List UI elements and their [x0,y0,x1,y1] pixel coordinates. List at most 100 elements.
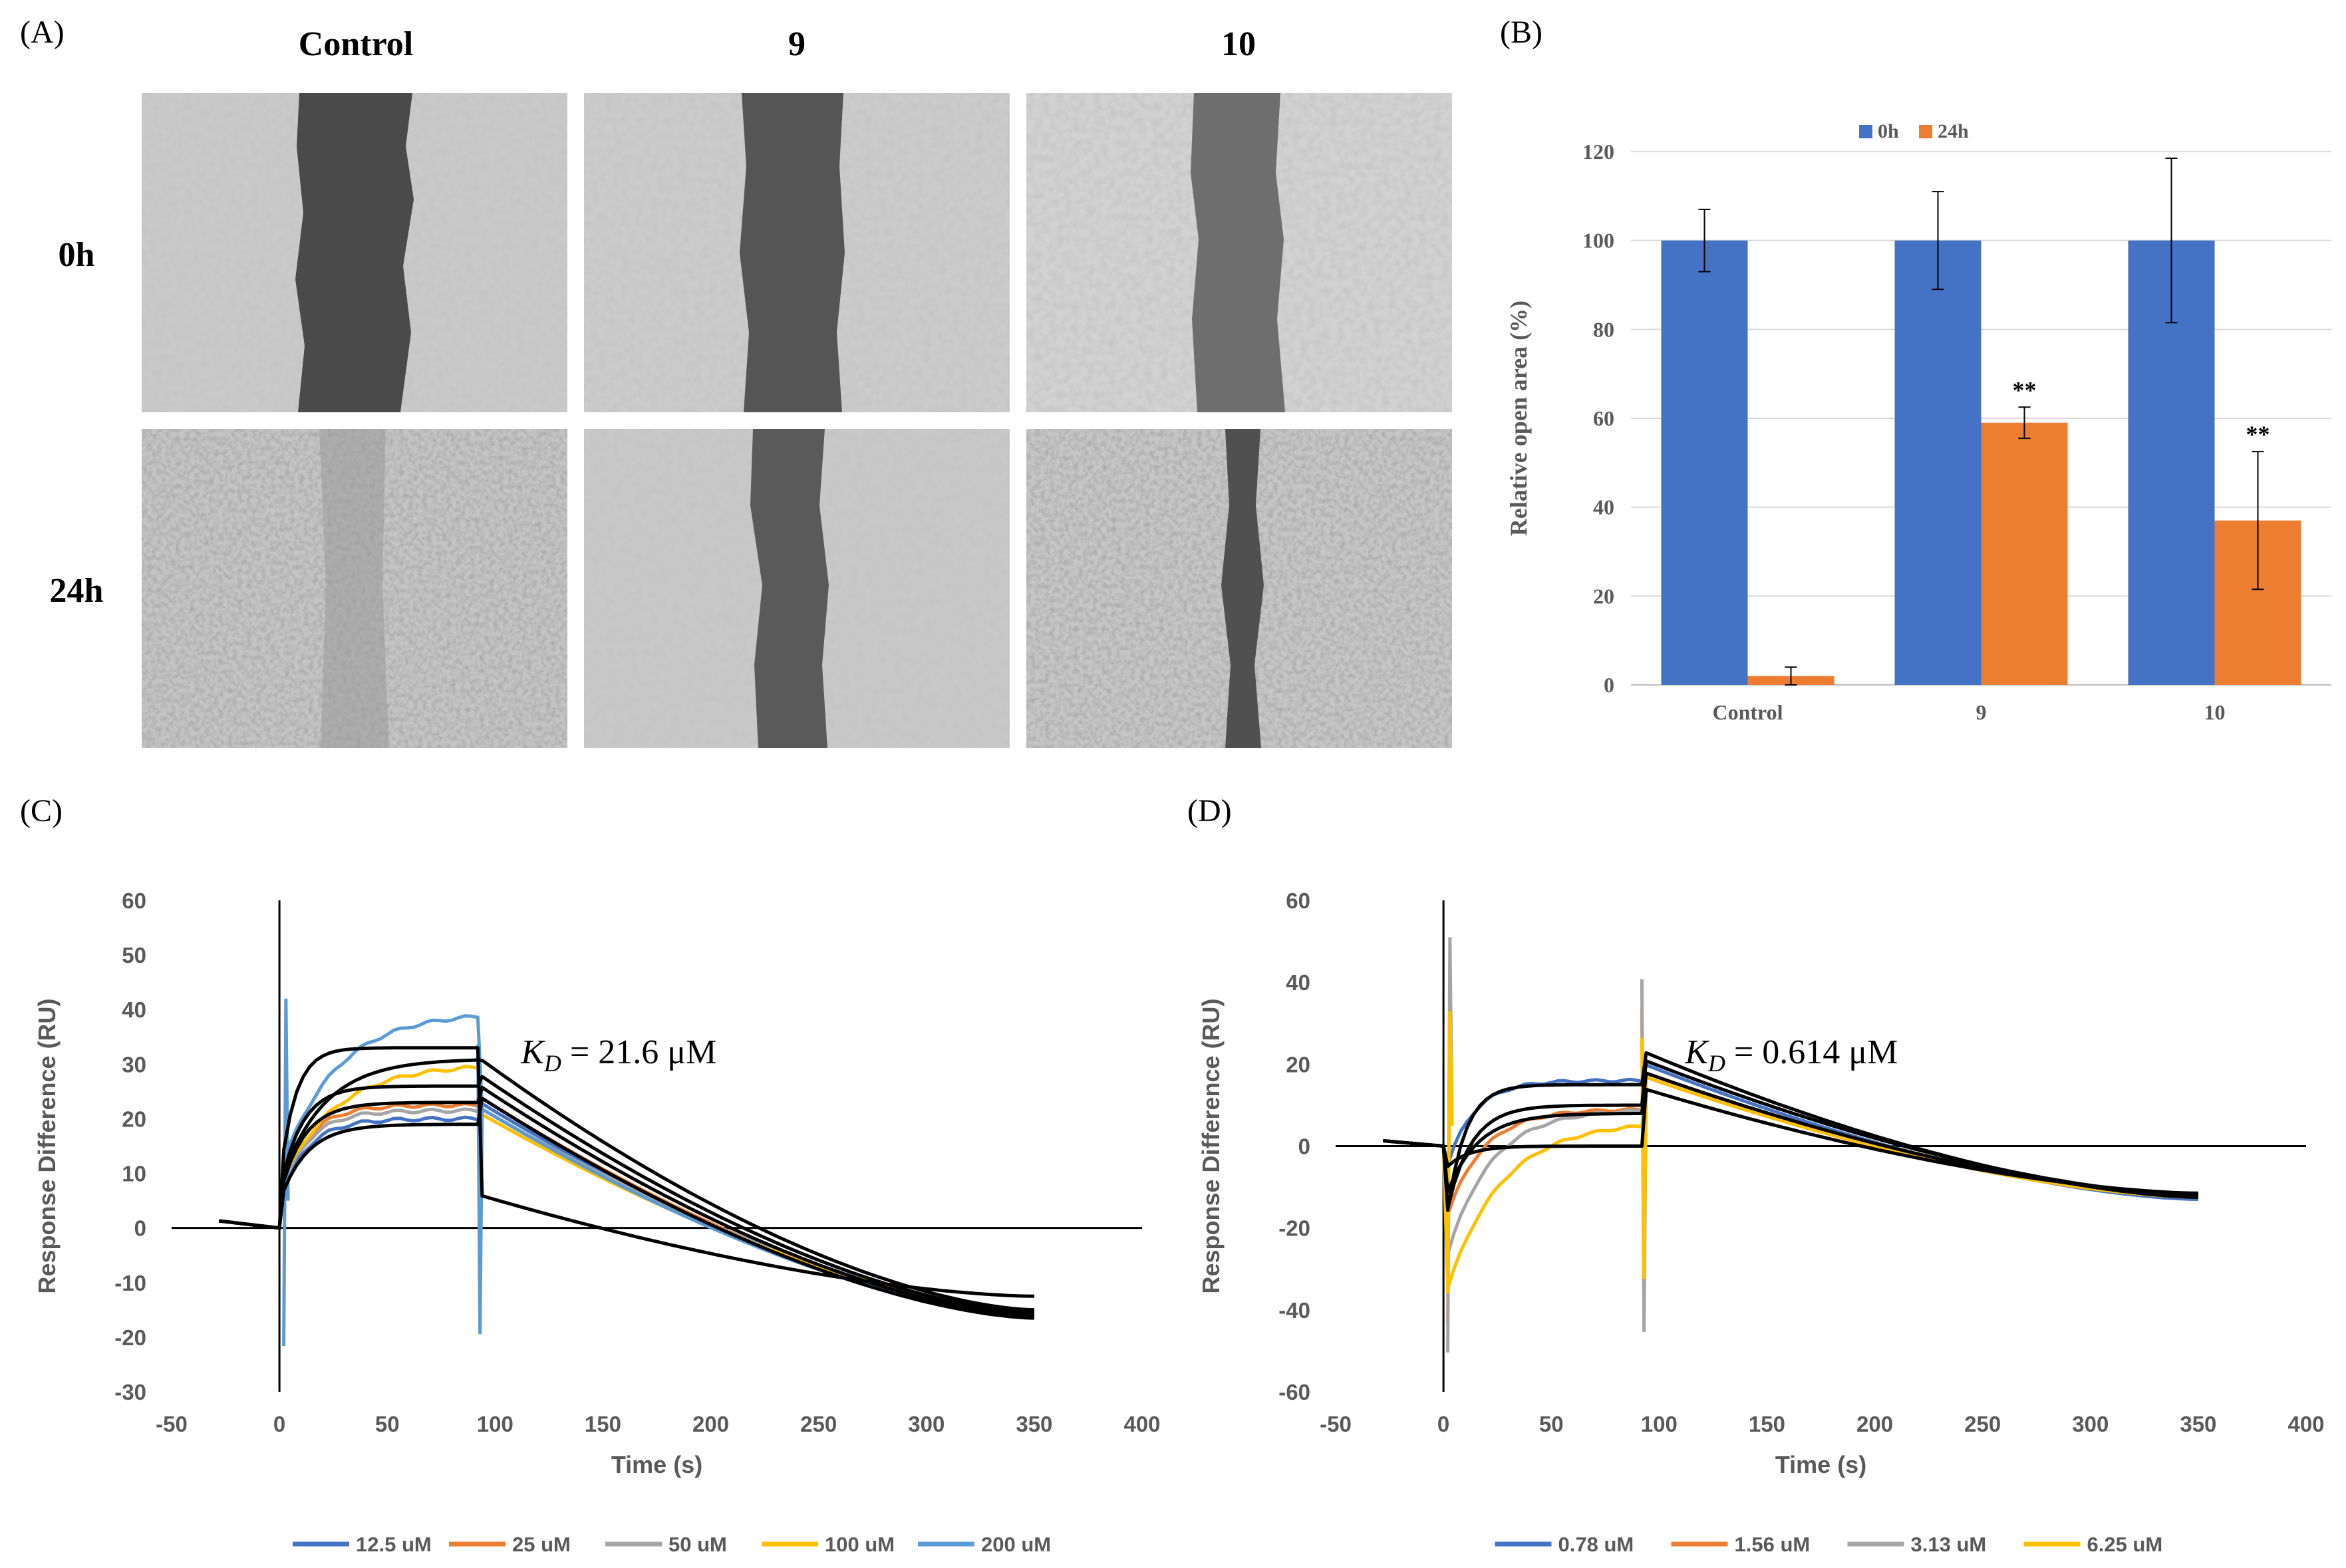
y-tick-label: 0 [1298,1134,1310,1159]
x-tick-label: 50 [1539,1412,1564,1436]
y-tick-label: 60 [122,888,146,913]
x-tick-label: 250 [800,1412,837,1436]
x-tick-label: Control [1712,700,1783,724]
panel-label-b: (B) [1500,15,1542,50]
fit-curve [219,1046,1034,1298]
legend-label: 12.5 uM [356,1533,432,1556]
x-tick-label: 300 [908,1412,945,1436]
x-axis-label: Time (s) [1775,1451,1866,1478]
bar-0h-9 [1894,240,1981,686]
x-tick-label: 250 [1964,1412,2001,1436]
bar-24h-9 [1981,422,2068,685]
y-tick-label: 60 [1593,406,1614,430]
legend-label: 25 uM [512,1533,571,1556]
legend-label: 100 uM [825,1533,895,1556]
legend-label: 0.78 uM [1558,1533,1634,1556]
y-tick-label: 40 [122,997,146,1022]
x-tick-label: 50 [375,1412,400,1436]
y-tick-label: 40 [1593,495,1614,519]
micrograph-9-0h [584,93,1010,412]
legend-label: 200 uM [981,1533,1051,1556]
legend-swatch-24h [1919,125,1932,138]
legend-swatch-0h [1859,125,1872,138]
y-tick-label: 20 [1593,584,1614,608]
x-tick-label: -50 [1320,1412,1352,1436]
x-tick-label: 100 [477,1412,513,1436]
y-tick-label: -20 [114,1325,146,1350]
y-tick-label: 40 [1286,970,1310,995]
y-tick-label: 100 [1582,229,1614,253]
x-tick-label: 350 [1016,1412,1052,1436]
y-tick-label: 10 [122,1162,146,1186]
fit-curve [219,1058,1034,1312]
legend-label-24h: 24h [1938,120,1969,142]
legend-label: 1.56 uM [1735,1533,1811,1556]
micrograph-9-24h [584,429,1010,748]
series-line-12.5uM [219,1102,1034,1315]
x-tick-label: 10 [2204,700,2226,724]
fit-curve [219,1085,1034,1317]
y-tick-label: -40 [1278,1298,1310,1323]
y-tick-label: 120 [1582,140,1614,164]
y-tick-label: 0 [134,1216,146,1241]
x-tick-label: 0 [1437,1412,1449,1436]
x-tick-label: 300 [2072,1412,2109,1436]
x-tick-label: 200 [1856,1412,1893,1436]
micrograph-col-9: 9 [788,25,806,63]
y-tick-label: 20 [1286,1052,1310,1077]
panel-label-a: (A) [20,15,65,50]
y-tick-label: 50 [122,943,146,968]
legend-label: 6.25 uM [2087,1533,2163,1556]
legend-label-0h: 0h [1878,120,1899,142]
x-tick-label: 150 [585,1412,621,1436]
x-tick-label: 400 [1123,1412,1160,1436]
y-tick-label: -10 [114,1271,146,1295]
y-tick-label: 80 [1593,317,1614,341]
micrograph-row-24h: 24h [50,572,104,610]
panel-label-d: (D) [1187,793,1232,829]
y-tick-label: 60 [1286,888,1310,913]
micrograph-row-0h: 0h [59,236,95,274]
panel-label-c: (C) [20,793,63,829]
x-tick-label: 100 [1641,1412,1678,1436]
x-tick-label: 0 [273,1412,285,1436]
x-tick-label: -50 [156,1412,188,1436]
y-tick-label: 30 [122,1052,146,1077]
series-line-1.56uM [1383,1071,2198,1217]
y-tick-label: 20 [122,1107,146,1131]
spr-chart-d: -60 -40 -20 0 20 40 60 -50 0 50 100 150 200 250 300 350… [1197,888,2325,1556]
y-tick-label: -20 [1278,1216,1310,1241]
y-tick-label: -30 [114,1380,146,1404]
legend-label: 3.13 uM [1911,1533,1987,1556]
fit-curve [219,1097,1034,1320]
micrograph-10-0h [1026,93,1452,412]
x-axis-label: Time (s) [611,1451,702,1478]
micrograph-col-10: 10 [1221,25,1256,63]
micrograph-control-24h [142,429,567,748]
x-tick-label: 400 [2287,1412,2324,1436]
significance-mark: ** [2013,376,2037,403]
y-axis-label: Response Difference (RU) [1197,998,1225,1293]
micrograph-10-24h [1026,429,1452,748]
y-axis-label: Response Difference (RU) [33,998,61,1293]
series-line-6.25uM [1383,1075,2198,1290]
spr-chart-c: -30 -20 -10 0 10 20 30 40 50 60 -50 0 50 100 150 200 250… [33,888,1161,1556]
x-tick-label: 350 [2180,1412,2216,1436]
kd-annotation: KD = 0.614 μM [1684,1033,1898,1077]
legend-label: 50 uM [668,1533,727,1556]
series-line-3.13uM [1383,1075,2198,1256]
significance-mark: ** [2246,421,2270,448]
bar-0h-Control [1661,240,1748,686]
micrograph-control-0h [142,93,567,412]
bar-chart-open-area: 0 20 40 60 80 100 120 Control ** 9 ** 10 Relative op… [1505,120,2331,724]
y-axis-label: Relative open area (%) [1505,301,1532,536]
fit-curve [1383,1087,2198,1195]
y-tick-label: -60 [1278,1380,1310,1404]
x-tick-label: 200 [692,1412,729,1436]
kd-annotation: KD = 21.6 μM [520,1033,716,1077]
micrograph-col-control: Control [299,25,413,63]
x-tick-label: 150 [1749,1412,1785,1436]
x-tick-label: 9 [1976,700,1987,724]
series-line-50uM [219,1107,1034,1312]
